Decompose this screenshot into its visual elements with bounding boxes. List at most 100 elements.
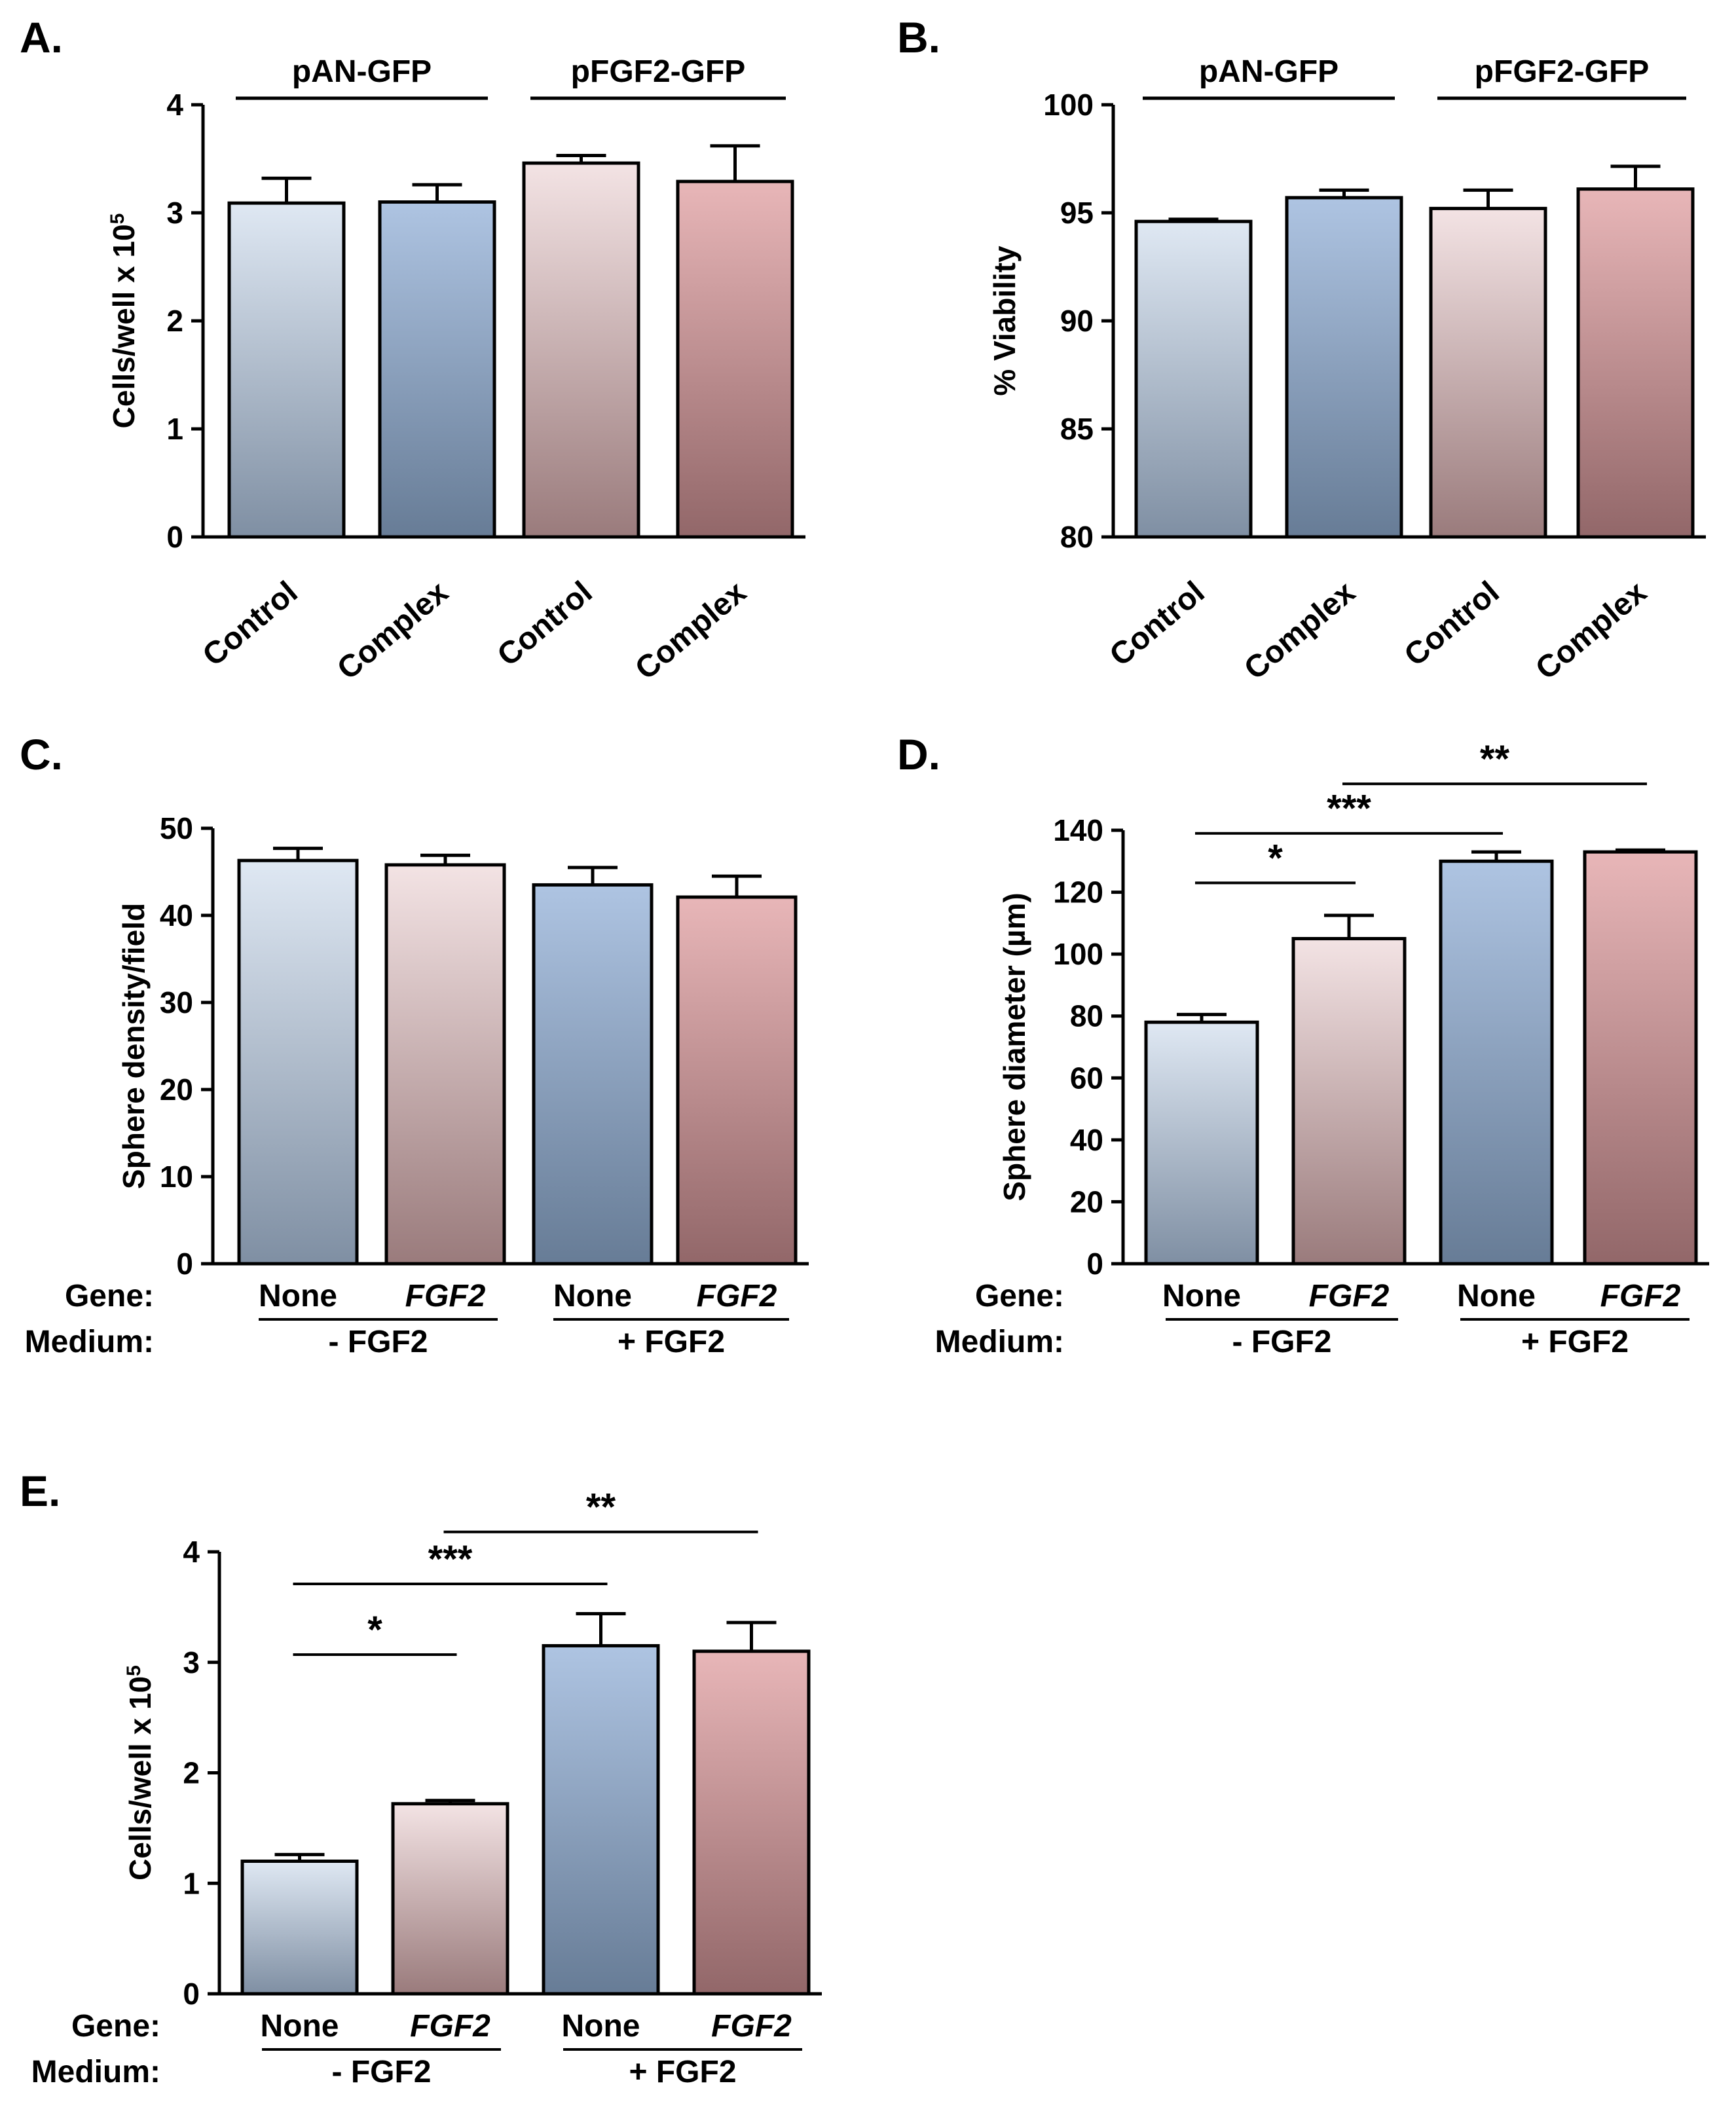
panel-label: C. bbox=[20, 730, 63, 779]
bar-1 bbox=[1134, 219, 1253, 539]
medium-label: - FGF2 bbox=[1232, 1325, 1332, 1359]
y-axis-label: % Viability bbox=[988, 246, 1022, 396]
x-category-label: Control bbox=[491, 575, 599, 673]
y-tick-label: 95 bbox=[1060, 196, 1094, 230]
significance-marker: *** bbox=[428, 1538, 473, 1581]
significance-marker: ** bbox=[586, 1486, 616, 1529]
bar-4 bbox=[676, 895, 798, 1266]
bar-2 bbox=[378, 200, 496, 539]
y-tick-label: 1 bbox=[183, 1866, 200, 1900]
bar-3 bbox=[1439, 859, 1554, 1266]
y-tick-label: 2 bbox=[183, 1756, 200, 1790]
bar-1 bbox=[227, 201, 346, 539]
significance-marker: *** bbox=[1327, 788, 1371, 830]
x-category-label: FGF2 bbox=[711, 2009, 792, 2044]
y-tick-label: 80 bbox=[1070, 999, 1103, 1033]
gene-row-label: Gene: bbox=[71, 2009, 160, 2044]
x-category-label: FGF2 bbox=[410, 2009, 490, 2044]
medium-label: + FGF2 bbox=[1521, 1325, 1629, 1359]
x-category-label: Control bbox=[1103, 575, 1211, 673]
gene-row-label: Gene: bbox=[975, 1279, 1064, 1313]
y-axis-label: Sphere diameter (µm) bbox=[997, 892, 1031, 1201]
y-tick-label: 0 bbox=[166, 520, 183, 554]
group-label: pFGF2-GFP bbox=[1475, 54, 1650, 89]
y-axis-label-exponent: 5 bbox=[107, 213, 128, 225]
bar-2 bbox=[1285, 196, 1403, 539]
y-axis-label: Sphere density/field bbox=[117, 903, 151, 1189]
bar-2 bbox=[391, 1802, 509, 1996]
panel-label: E. bbox=[20, 1467, 60, 1515]
y-tick-label: 60 bbox=[1070, 1061, 1103, 1095]
bar-3 bbox=[522, 161, 640, 539]
bar-1 bbox=[240, 1860, 359, 1996]
x-category-label: Complex bbox=[1529, 575, 1653, 687]
y-tick-label: 90 bbox=[1060, 304, 1094, 338]
x-category-label: Control bbox=[1398, 575, 1506, 673]
bar-4 bbox=[1576, 187, 1695, 539]
y-tick-label: 3 bbox=[183, 1645, 200, 1680]
x-category-label: FGF2 bbox=[697, 1279, 777, 1313]
y-axis-label-exponent: 5 bbox=[123, 1665, 145, 1676]
panel-c: C. 0 10 20 30 40 50 Sphere density/field Gene: No… bbox=[20, 730, 809, 1359]
y-axis-label: Cells/well x 105 bbox=[123, 1665, 158, 1881]
medium-row-label: Medium: bbox=[25, 1325, 154, 1359]
group-label: pFGF2-GFP bbox=[571, 54, 746, 89]
bar-1 bbox=[237, 858, 359, 1266]
y-tick-label: 10 bbox=[160, 1160, 193, 1194]
x-category-label: Complex bbox=[1238, 575, 1362, 687]
panel-e: E. 0 1 2 3 4 Cells/well x 105 Gene: None FGF2 None… bbox=[20, 1467, 822, 2089]
y-tick-label: 140 bbox=[1053, 813, 1103, 847]
y-tick-label: 20 bbox=[1070, 1184, 1103, 1219]
x-category-label: None bbox=[259, 1279, 337, 1313]
medium-label: + FGF2 bbox=[629, 2055, 736, 2089]
significance-marker: ** bbox=[1480, 738, 1510, 780]
x-category-label: None bbox=[261, 2009, 339, 2044]
bar-4 bbox=[676, 179, 794, 539]
panel-label: A. bbox=[20, 13, 63, 62]
panel-label: B. bbox=[897, 13, 940, 62]
y-tick-label: 3 bbox=[166, 196, 183, 230]
y-tick-label: 4 bbox=[166, 88, 183, 122]
x-category-label: FGF2 bbox=[1600, 1279, 1681, 1313]
panel-a: A. 0 1 2 3 4 Cells/well x 105 Control Complex Con… bbox=[20, 13, 805, 687]
x-category-label: FGF2 bbox=[405, 1279, 486, 1313]
y-tick-label: 80 bbox=[1060, 520, 1094, 554]
bar-3 bbox=[1429, 206, 1547, 539]
group-label: pAN-GFP bbox=[292, 54, 432, 89]
panel-label: D. bbox=[897, 730, 940, 779]
bar-4 bbox=[1583, 850, 1698, 1266]
bar-2 bbox=[1291, 937, 1407, 1266]
y-tick-label: 2 bbox=[166, 304, 183, 338]
y-tick-label: 40 bbox=[1070, 1123, 1103, 1157]
medium-row-label: Medium: bbox=[31, 2055, 160, 2089]
medium-label: + FGF2 bbox=[618, 1325, 725, 1359]
x-category-label: Complex bbox=[629, 575, 753, 687]
x-category-label: None bbox=[1162, 1279, 1241, 1313]
medium-label: - FGF2 bbox=[332, 2055, 432, 2089]
x-category-label: None bbox=[553, 1279, 632, 1313]
y-tick-label: 4 bbox=[183, 1535, 200, 1569]
y-axis-label: Cells/well x 105 bbox=[107, 213, 141, 429]
y-tick-label: 1 bbox=[166, 412, 183, 446]
panel-d: D. 0 20 40 60 80 100 120 140 Sphere diameter (µm)… bbox=[897, 730, 1709, 1359]
medium-row-label: Medium: bbox=[935, 1325, 1064, 1359]
bar-3 bbox=[532, 883, 654, 1266]
x-category-label: Complex bbox=[331, 575, 455, 687]
y-tick-label: 40 bbox=[160, 898, 193, 932]
gene-row-label: Gene: bbox=[65, 1279, 154, 1313]
y-tick-label: 0 bbox=[183, 1977, 200, 2011]
bar-3 bbox=[542, 1643, 660, 1996]
y-tick-label: 100 bbox=[1043, 88, 1094, 122]
x-category-label: None bbox=[562, 2009, 640, 2044]
y-tick-label: 120 bbox=[1053, 875, 1103, 909]
y-tick-label: 0 bbox=[176, 1247, 193, 1281]
x-category-label: FGF2 bbox=[1309, 1279, 1390, 1313]
significance-marker: * bbox=[1268, 837, 1283, 879]
y-tick-label: 85 bbox=[1060, 412, 1094, 446]
y-tick-label: 100 bbox=[1053, 937, 1103, 971]
y-tick-label: 50 bbox=[160, 811, 193, 845]
x-category-label: None bbox=[1457, 1279, 1536, 1313]
y-tick-label: 20 bbox=[160, 1073, 193, 1107]
